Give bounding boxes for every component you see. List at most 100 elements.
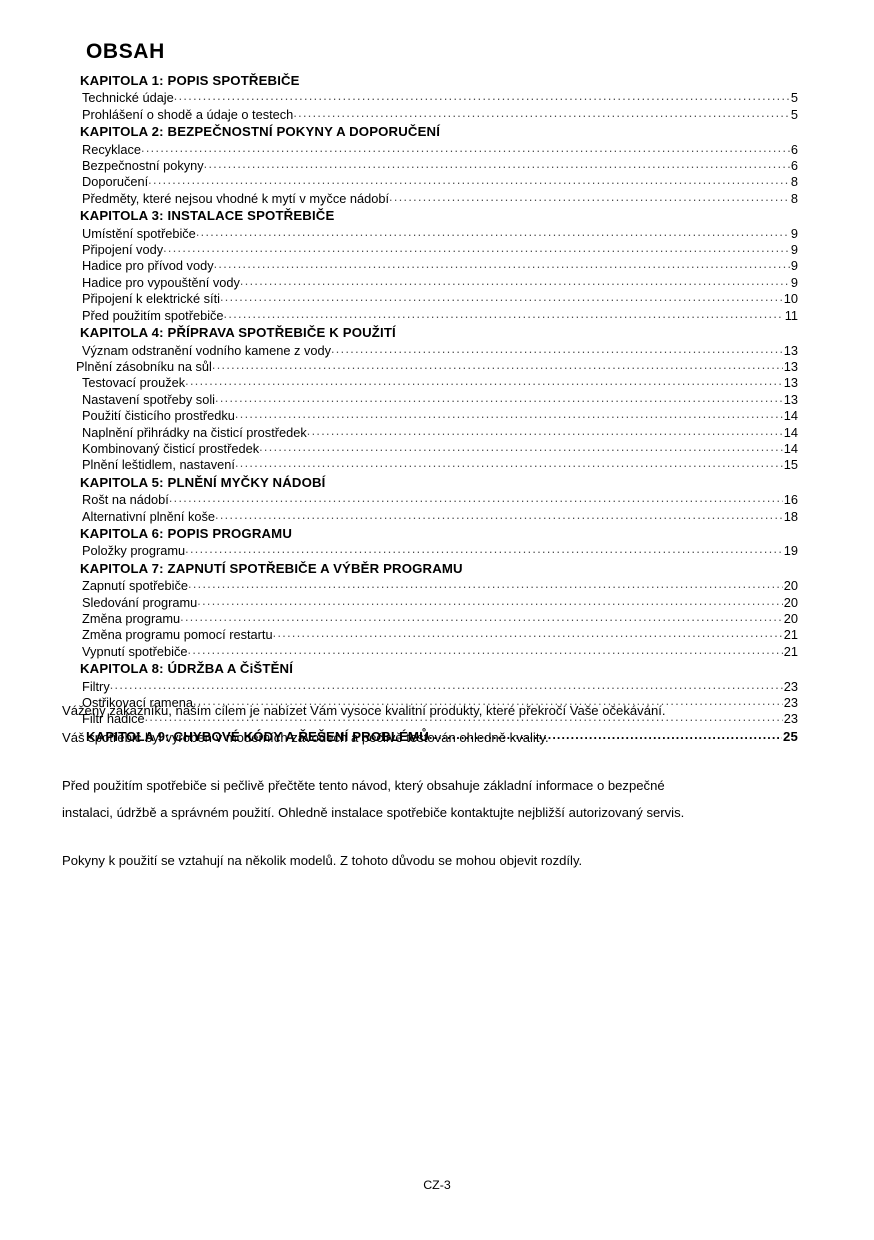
toc-row[interactable]: Změna programu..........................…	[76, 610, 798, 627]
toc-row[interactable]: Předměty, které nejsou vhodné k mytí v m…	[76, 190, 798, 207]
toc-leader-dots: ........................................…	[141, 140, 790, 155]
toc-row[interactable]: KAPITOLA 9: CHYBOVÉ KÓDY A ŘEŠENÍ PROBLÉ…	[76, 728, 798, 746]
toc-row[interactable]: Ostřikovací ramena......................…	[76, 694, 798, 711]
toc-row[interactable]: Testovací proužek.......................…	[76, 374, 798, 391]
toc-row[interactable]: KAPITOLA 6: POPIS PROGRAMU..............…	[76, 525, 798, 543]
toc-row[interactable]: KAPITOLA 8: ÚDRŽBA A ČiŠTĚNÍ............…	[76, 660, 798, 678]
toc-row[interactable]: Doporučení..............................…	[76, 173, 798, 190]
toc-entry-label: Položky programu	[82, 543, 186, 559]
toc-page-number: 25	[783, 728, 798, 744]
toc-entry-label: Naplnění přihrádky na čisticí prostředek	[82, 424, 307, 440]
toc-page-number: 16	[783, 492, 798, 508]
toc-row[interactable]: Změna programu pomocí restartu..........…	[76, 626, 798, 643]
toc-row[interactable]: Před použitím spotřebiče................…	[76, 307, 798, 324]
toc-entry-label: Změna programu	[82, 611, 181, 626]
toc-leader-dots: ........................................…	[185, 542, 783, 557]
toc-page-number: 10	[783, 291, 798, 307]
toc-row[interactable]: Alternativní plnění koše................…	[76, 507, 798, 525]
toc-row[interactable]: Rošt na nádobí..........................…	[76, 491, 798, 508]
toc-page-number: 20	[783, 594, 798, 610]
toc-leader-dots: ........................................…	[163, 241, 790, 256]
toc-page-number: 21	[783, 627, 798, 643]
toc-entry-label: Rošt na nádobí	[82, 492, 169, 508]
toc-row[interactable]: Sledování programu......................…	[76, 593, 798, 611]
toc-row[interactable]: Prohlášení o shodě a údaje o testech....…	[76, 106, 798, 123]
toc-row[interactable]: Zapnutí spotřebiče......................…	[76, 577, 798, 594]
toc-entry-label: Plnění zásobníku na sůl	[76, 358, 212, 374]
toc-row[interactable]: Bezpečnostní pokyny.....................…	[76, 157, 798, 174]
toc-entry-label: Vypnutí spotřebiče	[82, 643, 188, 659]
toc-leader-dots: ........................................…	[219, 290, 783, 305]
intro-paragraph-2: Před použitím spotřebiče si pečlivě přeč…	[62, 772, 802, 826]
toc-row[interactable]: Připojení vody..........................…	[76, 241, 798, 258]
toc-leader-dots: ........................................…	[306, 423, 783, 438]
toc-page-number: 23	[783, 678, 798, 694]
toc-row[interactable]: Hadice pro přívod vody..................…	[76, 257, 798, 274]
page-title: OBSAH	[86, 40, 165, 63]
toc-entry-label: Zapnutí spotřebiče	[82, 578, 188, 594]
toc-row[interactable]: KAPITOLA 3: INSTALACE SPOTŘEBIČE........…	[76, 207, 798, 225]
toc-page-number: 9	[790, 274, 798, 290]
toc-entry-label: Hadice pro přívod vody	[82, 258, 214, 274]
toc-row[interactable]: Vypnutí spotřebiče......................…	[76, 642, 798, 660]
toc-row[interactable]: KAPITOLA 2: BEZPEČNOSTNÍ POKYNY A DOPORU…	[76, 123, 798, 141]
toc-leader-dots: ........................................…	[195, 224, 790, 239]
toc-row[interactable]: Plnění zásobníku na sůl.................…	[76, 357, 798, 375]
toc-row[interactable]: Umístění spotřebiče.....................…	[76, 224, 798, 242]
paragraph-line: Pokyny k použití se vztahují na několik …	[62, 853, 583, 868]
toc-row[interactable]: Použití čisticího prostředku............…	[76, 407, 798, 424]
toc-row[interactable]: Filtry..................................…	[76, 678, 798, 695]
toc-row[interactable]: Naplnění přihrádky na čisticí prostředek…	[76, 423, 798, 441]
toc-entry-label: Recyklace	[82, 141, 142, 157]
toc-page-number: 23	[783, 711, 798, 727]
toc-entry-label: Hadice pro vypouštění vody	[82, 274, 240, 290]
toc-row[interactable]: Technické údaje.........................…	[76, 89, 798, 106]
toc-page-number: 20	[783, 611, 798, 626]
toc-page-number: 5	[790, 90, 798, 106]
toc-page-number: 9	[790, 242, 798, 258]
toc-leader-dots: ........................................…	[259, 439, 783, 454]
toc-leader-dots: ........................................…	[197, 593, 783, 608]
toc-row[interactable]: Plnění leštidlem, nastavení.............…	[76, 456, 798, 473]
toc-entry-label: KAPITOLA 1: POPIS SPOTŘEBIČE	[80, 73, 300, 88]
toc-row[interactable]: Kombinovaný čisticí prostředek..........…	[76, 439, 798, 457]
toc-leader-dots: ........................................…	[215, 507, 783, 522]
toc-page-number: 14	[783, 424, 798, 440]
toc-leader-dots: ........................................…	[211, 357, 783, 372]
toc-row[interactable]: Nastavení spotřeby soli.................…	[76, 391, 798, 408]
toc-leader-dots: ........................................…	[192, 694, 783, 709]
toc-page-number: 6	[790, 141, 798, 157]
toc-row[interactable]: KAPITOLA 5: PLNĚNÍ MYČKY NÁDOBÍ.........…	[76, 474, 798, 492]
toc-page-number: 18	[783, 508, 798, 524]
toc-entry-label: Testovací proužek	[82, 375, 186, 391]
toc-row[interactable]: Připojení k elektrické síti.............…	[76, 290, 798, 307]
toc-row[interactable]: KAPITOLA 1: POPIS SPOTŘEBIČE............…	[76, 72, 798, 90]
toc-leader-dots: ........................................…	[428, 727, 782, 742]
toc-row[interactable]: Položky programu........................…	[76, 542, 798, 559]
toc-row[interactable]: KAPITOLA 4: PŘÍPRAVA SPOTŘEBIČE K POUŽIT…	[76, 324, 798, 342]
toc-row[interactable]: Význam odstranění vodního kamene z vody.…	[76, 342, 798, 359]
toc-page-number: 11	[784, 307, 798, 323]
toc-entry-label: Význam odstranění vodního kamene z vody	[82, 342, 331, 358]
toc-leader-dots: ........................................…	[234, 456, 783, 471]
paragraph-line: Váš spotřebič byl vyroben v moderních zá…	[62, 730, 549, 745]
toc-leader-dots: ........................................…	[213, 257, 790, 272]
table-of-contents: KAPITOLA 1: POPIS SPOTŘEBIČE............…	[76, 72, 798, 746]
toc-row[interactable]: Recyklace...............................…	[76, 140, 798, 158]
toc-page-number: 21	[783, 643, 798, 659]
toc-page-number: 14	[783, 440, 798, 456]
paragraph-line: instalaci, údržbě a správném použití. Oh…	[62, 805, 685, 820]
toc-page-number: 20	[783, 578, 798, 594]
toc-row[interactable]: Hadice pro vypouštění vody..............…	[76, 274, 798, 291]
page-footer: CZ-3	[423, 1178, 451, 1192]
toc-entry-label: KAPITOLA 2: BEZPEČNOSTNÍ POKYNY A DOPORU…	[80, 124, 441, 140]
toc-leader-dots: ........................................…	[234, 407, 783, 422]
paragraph-line: Před použitím spotřebiče si pečlivě přeč…	[62, 778, 665, 793]
toc-leader-dots: ........................................…	[187, 642, 783, 657]
toc-row[interactable]: Filtr hadice............................…	[76, 710, 798, 727]
toc-page-number: 5	[790, 106, 798, 122]
toc-row[interactable]: KAPITOLA 7: ZAPNUTÍ SPOTŘEBIČE A VÝBĚR P…	[76, 560, 798, 578]
toc-entry-label: KAPITOLA 5: PLNĚNÍ MYČKY NÁDOBÍ	[80, 474, 326, 490]
toc-entry-label: Použití čisticího prostředku	[82, 408, 235, 424]
